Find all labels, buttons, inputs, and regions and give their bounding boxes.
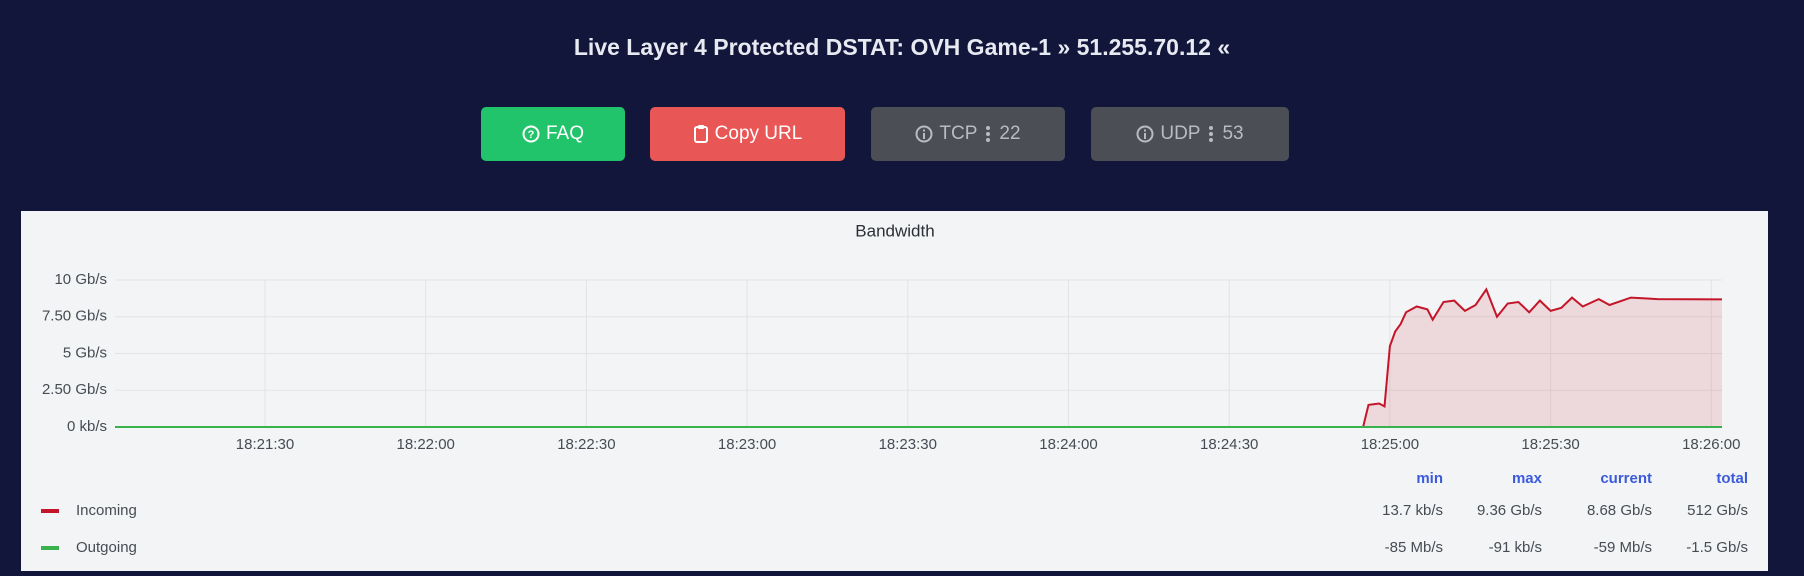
chart: Bandwidth 0 kb/s 2.50 Gb/s 5 Gb/s 7.50 Gb/s… — [41, 221, 1748, 556]
y-tick-label: 2.50 Gb/s — [42, 381, 107, 398]
x-tick-label: 18:21:30 — [236, 436, 294, 453]
chart-title: Bandwidth — [855, 221, 934, 240]
legend-stat: 13.7 kb/s — [1382, 502, 1443, 519]
x-tick-label: 18:25:30 — [1521, 436, 1579, 453]
info-icon — [915, 125, 933, 143]
x-tick-label: 18:22:00 — [396, 436, 454, 453]
legend-stat: -59 Mb/s — [1594, 539, 1652, 556]
x-tick-label: 18:24:00 — [1039, 436, 1097, 453]
separator-icon — [1209, 126, 1214, 142]
x-tick-label: 18:26:00 — [1682, 436, 1740, 453]
area-fill — [115, 289, 1722, 427]
udp-button[interactable]: UDP 53 — [1091, 107, 1289, 161]
copy-url-button[interactable]: Copy URL — [650, 107, 845, 161]
legend-stat: 8.68 Gb/s — [1587, 502, 1652, 519]
y-tick-label: 7.50 Gb/s — [42, 308, 107, 325]
faq-button[interactable]: ? FAQ — [481, 107, 625, 161]
info-icon — [1136, 125, 1154, 143]
button-label: FAQ — [545, 123, 584, 144]
button-label: Copy URL — [714, 123, 803, 144]
x-tick-label: 18:23:30 — [879, 436, 937, 453]
x-tick-label: 18:23:00 — [718, 436, 776, 453]
legend-column-header: min — [1416, 470, 1443, 487]
button-count: 53 — [1222, 123, 1244, 144]
clipboard-icon — [693, 125, 708, 143]
svg-text:?: ? — [528, 129, 535, 141]
legend-label: Outgoing — [76, 539, 137, 556]
separator-icon — [986, 126, 991, 142]
series-line — [115, 287, 1723, 428]
y-tick-label: 10 Gb/s — [54, 271, 107, 288]
legend-label: Incoming — [76, 502, 137, 519]
y-tick-label: 5 Gb/s — [63, 344, 107, 361]
legend-stat: 512 Gb/s — [1687, 502, 1748, 519]
x-tick-label: 18:24:30 — [1200, 436, 1258, 453]
legend-stat: 9.36 Gb/s — [1477, 502, 1542, 519]
y-tick-label: 0 kb/s — [67, 418, 107, 435]
legend-column-header: current — [1600, 470, 1652, 487]
page-title: Live Layer 4 Protected DSTAT: OVH Game-1… — [573, 34, 1231, 60]
x-tick-label: 18:25:00 — [1361, 436, 1419, 453]
x-tick-label: 18:22:30 — [557, 436, 615, 453]
legend-column-header: total — [1716, 470, 1748, 487]
legend-stat: -1.5 Gb/s — [1686, 539, 1748, 556]
button-label: UDP — [1160, 123, 1201, 144]
legend-swatch — [41, 546, 59, 550]
legend-stat: -85 Mb/s — [1385, 539, 1443, 556]
help-icon: ? — [522, 125, 540, 143]
button-count: 22 — [999, 123, 1021, 144]
button-label: TCP — [939, 123, 978, 144]
tcp-button[interactable]: TCP 22 — [871, 107, 1065, 161]
legend-swatch — [41, 509, 59, 513]
legend-column-header: max — [1512, 470, 1543, 487]
chart-panel: Bandwidth 0 kb/s 2.50 Gb/s 5 Gb/s 7.50 Gb/s… — [21, 211, 1768, 571]
legend-stat: -91 kb/s — [1489, 539, 1542, 556]
